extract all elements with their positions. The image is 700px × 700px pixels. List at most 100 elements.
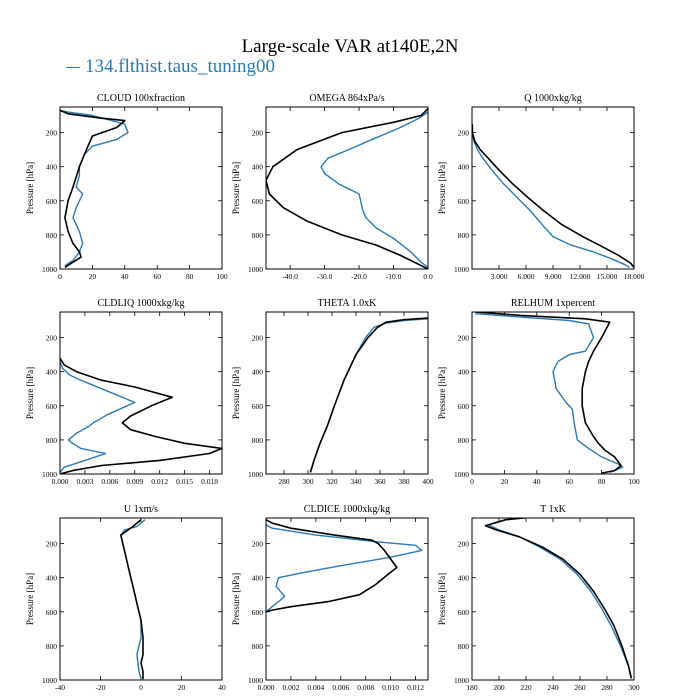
x-tick-label: 400 bbox=[422, 477, 434, 486]
plot-frame bbox=[265, 106, 429, 270]
y-tick-label: 200 bbox=[46, 334, 58, 343]
y-tick-label: 400 bbox=[252, 368, 264, 377]
series-line-black bbox=[309, 317, 428, 473]
x-tick-label: 0 bbox=[58, 272, 62, 281]
y-tick-label: 800 bbox=[46, 436, 58, 445]
y-axis-label: Pressure [hPa] bbox=[437, 162, 447, 214]
series-line-blue bbox=[487, 518, 632, 679]
chart-panel-3: Q 1000xkg/kg Pressure [hPa] 3.000 6.000 9.00… bbox=[437, 93, 645, 281]
x-tick-label: 6.000 bbox=[518, 272, 535, 281]
plot-frame bbox=[471, 517, 635, 681]
x-tick-label: 380 bbox=[398, 477, 410, 486]
x-tick-label: 0.018 bbox=[201, 477, 218, 486]
x-tick-label: 300 bbox=[628, 683, 640, 692]
y-axis-label: Pressure [hPa] bbox=[25, 573, 35, 625]
y-tick-label: 600 bbox=[252, 197, 264, 206]
x-tick-label: 100 bbox=[628, 477, 640, 486]
legend-label: 134.flthist.taus_tuning00 bbox=[85, 56, 275, 77]
y-axis-label: Pressure [hPa] bbox=[231, 573, 241, 625]
plot-frame bbox=[471, 311, 635, 475]
y-tick-label: 200 bbox=[458, 334, 470, 343]
y-tick-label: 200 bbox=[458, 129, 470, 138]
y-tick-label: 800 bbox=[46, 642, 58, 651]
x-tick-label: 0.000 bbox=[52, 477, 69, 486]
y-tick-label: 200 bbox=[46, 129, 58, 138]
x-tick-label: -40.0 bbox=[282, 272, 298, 281]
panel-title: Q 1000xkg/kg bbox=[524, 93, 582, 104]
series-line-black bbox=[60, 357, 222, 474]
x-tick-label: 220 bbox=[520, 683, 532, 692]
x-tick-label: 280 bbox=[601, 683, 613, 692]
series-line-black bbox=[472, 124, 634, 268]
y-tick-label: 600 bbox=[458, 608, 470, 617]
y-tick-label: 1000 bbox=[248, 470, 263, 479]
y-tick-label: 1000 bbox=[248, 265, 263, 274]
x-tick-label: 80 bbox=[186, 272, 194, 281]
x-tick-label: 0.0 bbox=[423, 272, 433, 281]
y-axis-label: Pressure [hPa] bbox=[437, 367, 447, 419]
y-tick-label: 600 bbox=[46, 608, 58, 617]
y-tick-label: 1000 bbox=[42, 265, 57, 274]
series-line-black bbox=[120, 519, 144, 680]
y-tick-label: 200 bbox=[252, 129, 264, 138]
plot-frame bbox=[471, 106, 635, 270]
x-tick-label: 0.012 bbox=[407, 683, 424, 692]
x-tick-label: 60 bbox=[565, 477, 573, 486]
y-tick-label: 200 bbox=[252, 540, 264, 549]
y-tick-label: 800 bbox=[252, 642, 264, 651]
panel-title: CLDICE 1000xkg/kg bbox=[304, 504, 390, 515]
x-tick-label: 320 bbox=[326, 477, 338, 486]
y-tick-label: 1000 bbox=[42, 470, 57, 479]
plot-frame bbox=[59, 106, 223, 270]
y-tick-label: 400 bbox=[458, 368, 470, 377]
series-line-blue bbox=[120, 519, 146, 679]
series-line-black bbox=[475, 312, 622, 474]
series-line-blue bbox=[320, 111, 428, 268]
y-tick-label: 400 bbox=[252, 574, 264, 583]
y-axis-label: Pressure [hPa] bbox=[231, 162, 241, 214]
series-line-blue bbox=[475, 313, 624, 473]
legend: 134.flthist.taus_tuning00 bbox=[66, 56, 275, 78]
series-line-blue bbox=[60, 361, 136, 473]
y-tick-label: 800 bbox=[252, 231, 264, 240]
x-tick-label: 200 bbox=[493, 683, 505, 692]
y-tick-label: 600 bbox=[458, 402, 470, 411]
plot-frame bbox=[265, 517, 429, 681]
x-tick-label: -20 bbox=[96, 683, 106, 692]
x-tick-label: 260 bbox=[574, 683, 586, 692]
series-line-blue bbox=[472, 124, 630, 268]
chart-title: Large-scale VAR at140E,2N bbox=[241, 36, 459, 57]
chart-panel-4: CLDLIQ 1000xkg/kg Pressure [hPa] 0.000 0.00… bbox=[25, 298, 223, 486]
x-tick-label: 0.003 bbox=[76, 477, 93, 486]
x-tick-label: 18.000 bbox=[624, 272, 645, 281]
x-tick-label: 80 bbox=[598, 477, 606, 486]
panel-title: CLOUD 100xfraction bbox=[97, 93, 185, 104]
y-tick-label: 600 bbox=[252, 402, 264, 411]
chart-panel-6: RELHUM 1xpercent Pressure [hPa] 0 20 40 60 80 1… bbox=[437, 298, 640, 486]
y-tick-label: 800 bbox=[458, 231, 470, 240]
y-tick-label: 200 bbox=[252, 334, 264, 343]
y-tick-label: 400 bbox=[46, 574, 58, 583]
y-tick-label: 600 bbox=[252, 608, 264, 617]
panel-title: CLDLIQ 1000xkg/kg bbox=[98, 298, 185, 309]
x-tick-label: 0.006 bbox=[332, 683, 349, 692]
y-axis-label: Pressure [hPa] bbox=[231, 367, 241, 419]
x-tick-label: 280 bbox=[278, 477, 290, 486]
y-axis-label: Pressure [hPa] bbox=[25, 367, 35, 419]
x-tick-label: 340 bbox=[350, 477, 362, 486]
x-tick-label: 0.009 bbox=[126, 477, 143, 486]
series-line-blue bbox=[266, 524, 423, 613]
x-tick-label: 60 bbox=[153, 272, 161, 281]
y-tick-label: 800 bbox=[458, 642, 470, 651]
x-tick-label: 40 bbox=[218, 683, 226, 692]
chart-panel-2: OMEGA 864xPa/s Pressure [hPa] -40.0 -30.0 -2… bbox=[231, 93, 433, 281]
y-tick-label: 400 bbox=[46, 163, 58, 172]
chart-panel-5: THETA 1.0xK Pressure [hPa] 280 300 320 340 360… bbox=[231, 298, 434, 486]
series-line-blue bbox=[60, 109, 129, 267]
y-tick-label: 1000 bbox=[42, 676, 57, 685]
x-tick-label: 240 bbox=[547, 683, 559, 692]
x-tick-label: 0.008 bbox=[357, 683, 374, 692]
x-tick-label: 0.002 bbox=[282, 683, 299, 692]
x-tick-label: -30.0 bbox=[317, 272, 333, 281]
x-tick-label: -20.0 bbox=[351, 272, 367, 281]
